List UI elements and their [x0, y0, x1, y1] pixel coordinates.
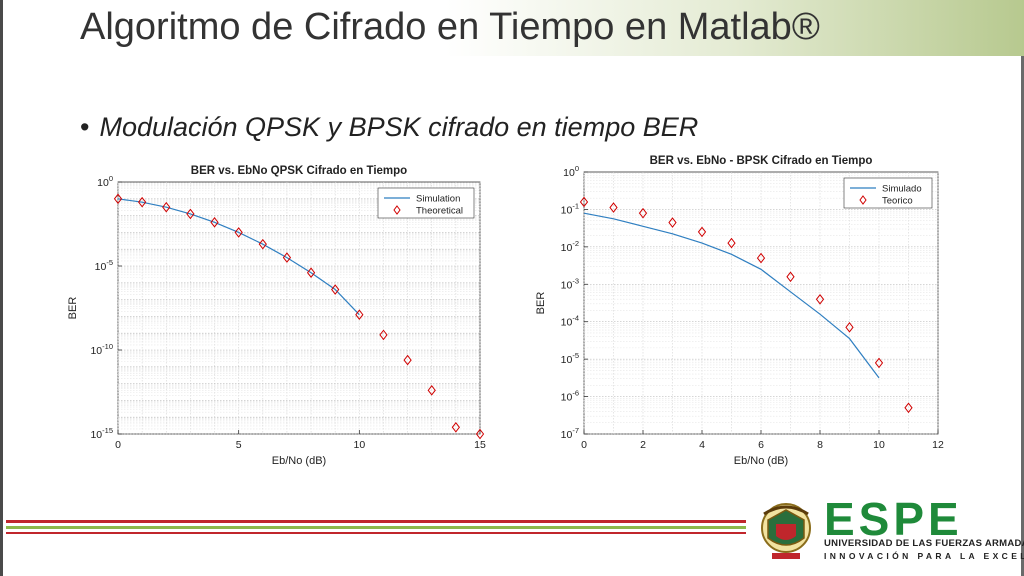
- data-point-marker: [727, 237, 736, 249]
- chart-title: BER vs. EbNo QPSK Cifrado en Tiempo: [191, 165, 407, 177]
- footer-stripe-green: [6, 526, 746, 529]
- data-point-marker: [427, 385, 436, 396]
- data-point-marker: [234, 227, 243, 238]
- plot-area: [583, 171, 939, 435]
- data-point-marker: [403, 354, 412, 366]
- series-line: [117, 198, 360, 316]
- bullet-text: Modulación QPSK y BPSK cifrado en tiempo…: [99, 112, 699, 142]
- plot-area: [117, 181, 481, 435]
- data-point-marker: [137, 196, 147, 208]
- series-line: [583, 212, 880, 379]
- data-point-marker: [904, 402, 913, 414]
- x-tick-label: 6: [758, 439, 764, 451]
- legend-label: Simulation: [416, 194, 460, 205]
- data-point-marker: [475, 428, 485, 440]
- x-axis-label: Eb/No (dB): [734, 455, 788, 467]
- x-tick-label: 15: [474, 439, 486, 451]
- x-tick-label: 0: [581, 439, 587, 451]
- y-axis-label: BER: [67, 297, 79, 320]
- y-tick-label: 100: [563, 164, 579, 179]
- qpsk-ber-chart: BER vs. EbNo QPSK Cifrado en Tiempo 0 5 10 1…: [67, 165, 486, 467]
- x-tick-label: 0: [115, 439, 121, 451]
- title-band: [60, 0, 1024, 56]
- legend-label: Simulado: [882, 184, 922, 195]
- y-tick-label: 10-3: [561, 276, 579, 291]
- data-point-marker: [815, 293, 825, 305]
- x-tick-label: 8: [817, 439, 823, 451]
- slide-title: Algoritmo de Cifrado en Tiempo en Matlab…: [80, 6, 820, 48]
- data-point-marker: [668, 217, 677, 228]
- legend-marker-swatch: [393, 205, 401, 215]
- data-point-marker: [282, 252, 292, 263]
- data-point-marker: [638, 207, 648, 219]
- university-name: UNIVERSIDAD DE LAS FUERZAS ARMADAS: [824, 538, 1024, 549]
- data-point-marker: [786, 271, 795, 283]
- data-point-marker: [162, 201, 171, 213]
- y-tick-label: 10-5: [95, 258, 113, 273]
- y-tick-label: 10-6: [561, 389, 579, 404]
- y-tick-label: 10-2: [561, 239, 579, 254]
- legend-label: Teorico: [882, 196, 913, 207]
- footer-stripe-red: [6, 520, 746, 523]
- data-point-marker: [379, 329, 388, 341]
- legend-marker-swatch: [859, 195, 867, 205]
- chart-title: BER vs. EbNo - BPSK Cifrado en Tiempo: [650, 155, 873, 167]
- x-tick-label: 10: [353, 439, 365, 451]
- x-tick-label: 12: [932, 439, 944, 451]
- data-point-marker: [451, 421, 461, 433]
- data-point-marker: [579, 196, 589, 208]
- y-tick-label: 10-5: [561, 351, 579, 366]
- x-tick-label: 10: [873, 439, 885, 451]
- data-point-marker: [756, 252, 766, 264]
- legend-label: Theoretical: [416, 206, 463, 217]
- data-point-marker: [845, 322, 854, 333]
- data-point-marker: [113, 193, 123, 205]
- y-tick-label: 100: [97, 174, 113, 189]
- y-tick-label: 10-4: [561, 314, 579, 329]
- x-axis-label: Eb/No (dB): [272, 455, 326, 467]
- y-axis-label: BER: [535, 292, 547, 315]
- data-point-marker: [355, 309, 364, 321]
- legend-box: [377, 187, 475, 219]
- university-crest-icon: [761, 503, 811, 559]
- legend-box: [843, 177, 933, 209]
- bullet-item: • Modulación QPSK y BPSK cifrado en tiemp…: [80, 112, 698, 143]
- footer-stripe-red-2: [6, 532, 746, 534]
- data-point-marker: [186, 208, 195, 220]
- university-motto: INNOVACIÓN PARA LA EXCELENCIA: [824, 551, 1024, 561]
- data-point-marker: [331, 284, 340, 295]
- x-tick-label: 4: [699, 439, 705, 451]
- x-tick-label: 5: [236, 439, 242, 451]
- y-tick-label: 10-1: [561, 201, 579, 216]
- espe-logo-text: ESPE: [824, 493, 963, 545]
- slide-frame-right: [1021, 0, 1024, 576]
- x-tick-label: 2: [640, 439, 646, 451]
- y-tick-label: 10-15: [90, 426, 113, 441]
- data-point-marker: [306, 267, 316, 279]
- slide-frame-left: [0, 0, 3, 576]
- y-tick-label: 10-10: [90, 342, 113, 357]
- data-point-marker: [609, 202, 618, 213]
- y-tick-label: 10-7: [561, 426, 579, 441]
- data-point-marker: [210, 217, 219, 228]
- bpsk-ber-chart: BER vs. EbNo - BPSK Cifrado en Tiempo 0 2 4…: [535, 155, 944, 467]
- bullet-dot-icon: •: [80, 112, 90, 142]
- data-point-marker: [258, 238, 267, 250]
- data-point-marker: [874, 357, 884, 369]
- data-point-marker: [697, 226, 707, 238]
